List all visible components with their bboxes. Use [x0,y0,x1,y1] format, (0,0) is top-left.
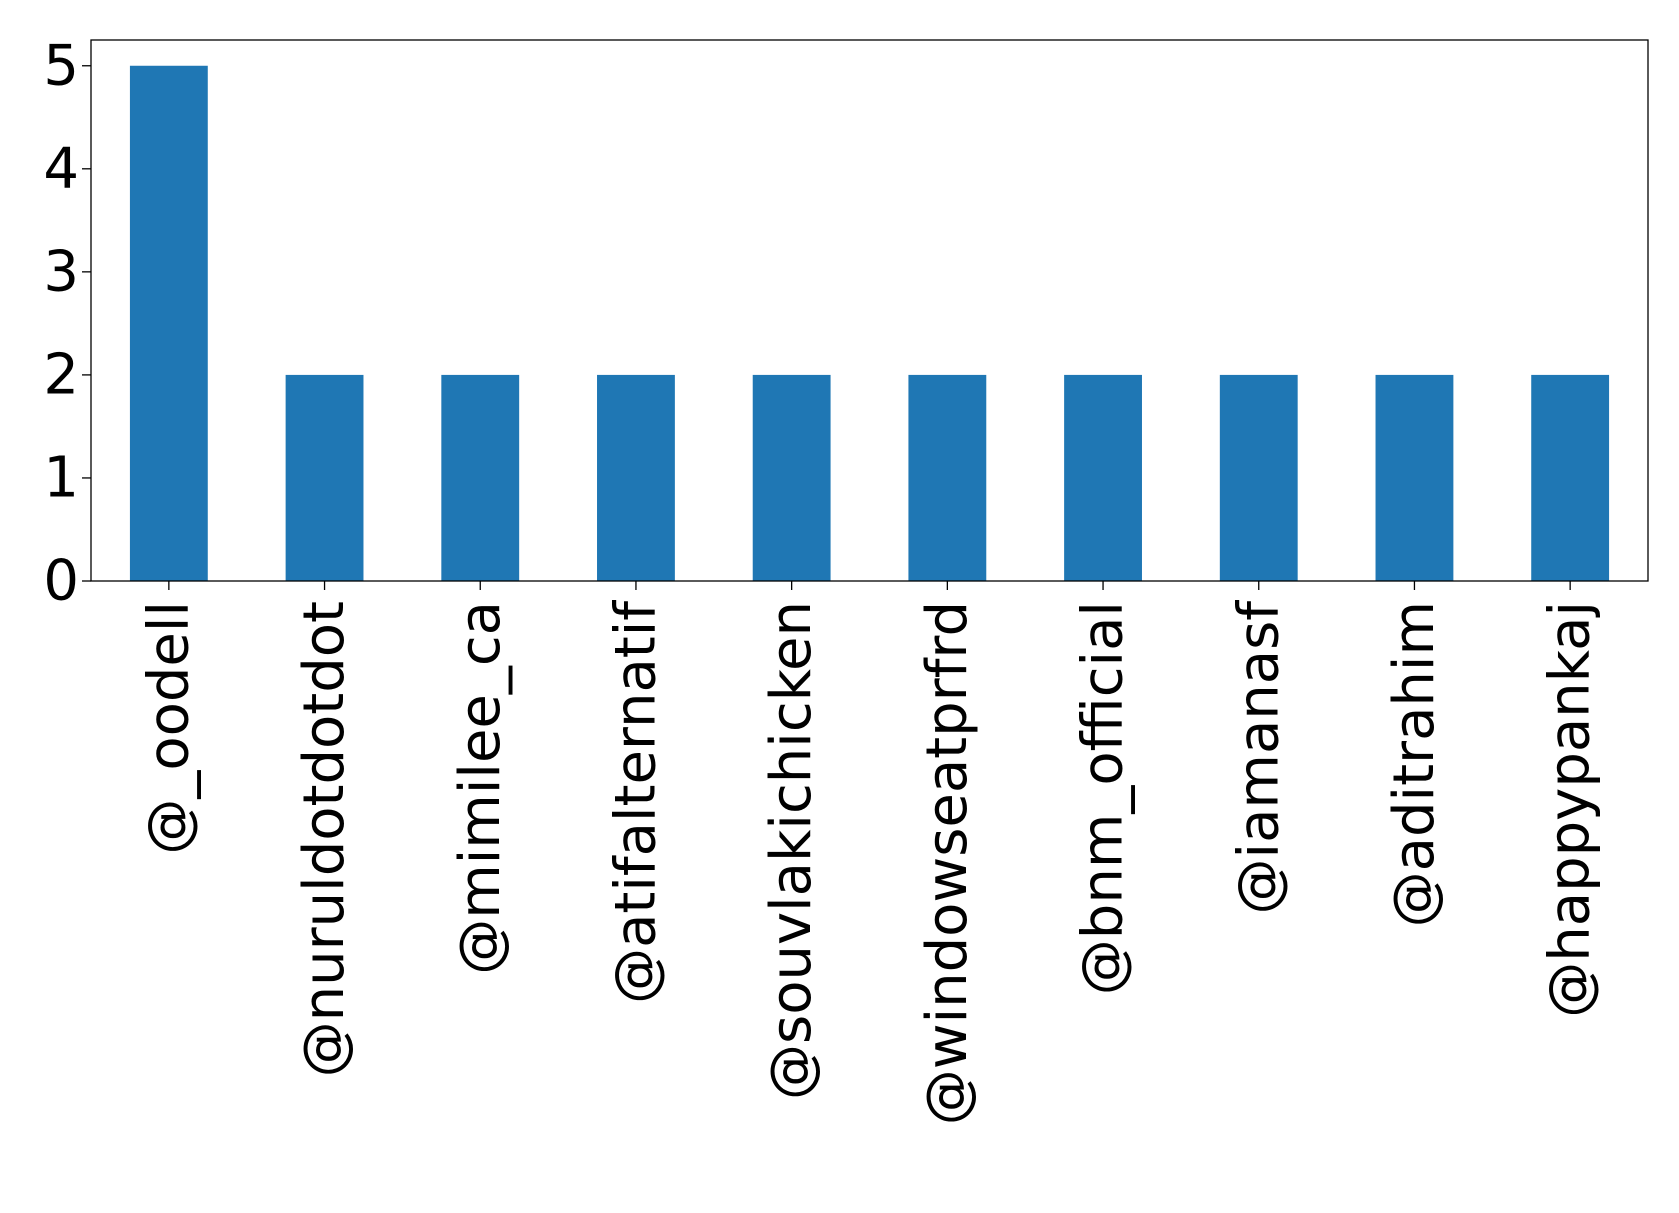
x-tick-label: @souvlakichicken [759,601,824,1100]
bar-7 [1219,374,1298,581]
y-tick-label: 3 [43,239,79,304]
x-tick-label: @windowseatprfrd [915,601,980,1125]
bar-5 [908,374,987,581]
x-axis: @_oodell @nuruldotdotdot @mimilee_ca @atifa… [136,581,1603,1125]
y-tick-label: 2 [43,342,79,407]
x-tick-label: @nuruldotdotdot [292,601,357,1077]
bar-4 [752,374,831,581]
x-tick-label: @mimilee_ca [448,601,513,975]
plot-frame [90,39,1649,582]
y-tick-label: 1 [43,445,79,510]
x-tick-label: @iamanasf [1226,600,1291,915]
y-tick-label: 5 [43,33,79,98]
y-tick-label: 4 [43,136,79,201]
bar-9 [1531,374,1610,581]
x-tick-label: @bnm_official [1071,601,1136,995]
x-tick-label: @_oodell [136,601,201,855]
x-tick-label: @happypankaj [1538,601,1603,1018]
bars-group [129,65,1610,581]
bar-2 [441,374,520,581]
bar-0 [129,65,208,581]
bar-3 [597,374,675,581]
y-axis: 0 1 2 3 4 5 [43,33,91,614]
bar-8 [1375,374,1454,581]
x-tick-label: @aditrahim [1382,601,1447,927]
bar-6 [1064,374,1142,581]
x-tick-label: @atifalternatif [603,600,668,1004]
bar-1 [285,374,364,581]
y-tick-label: 0 [43,549,79,614]
